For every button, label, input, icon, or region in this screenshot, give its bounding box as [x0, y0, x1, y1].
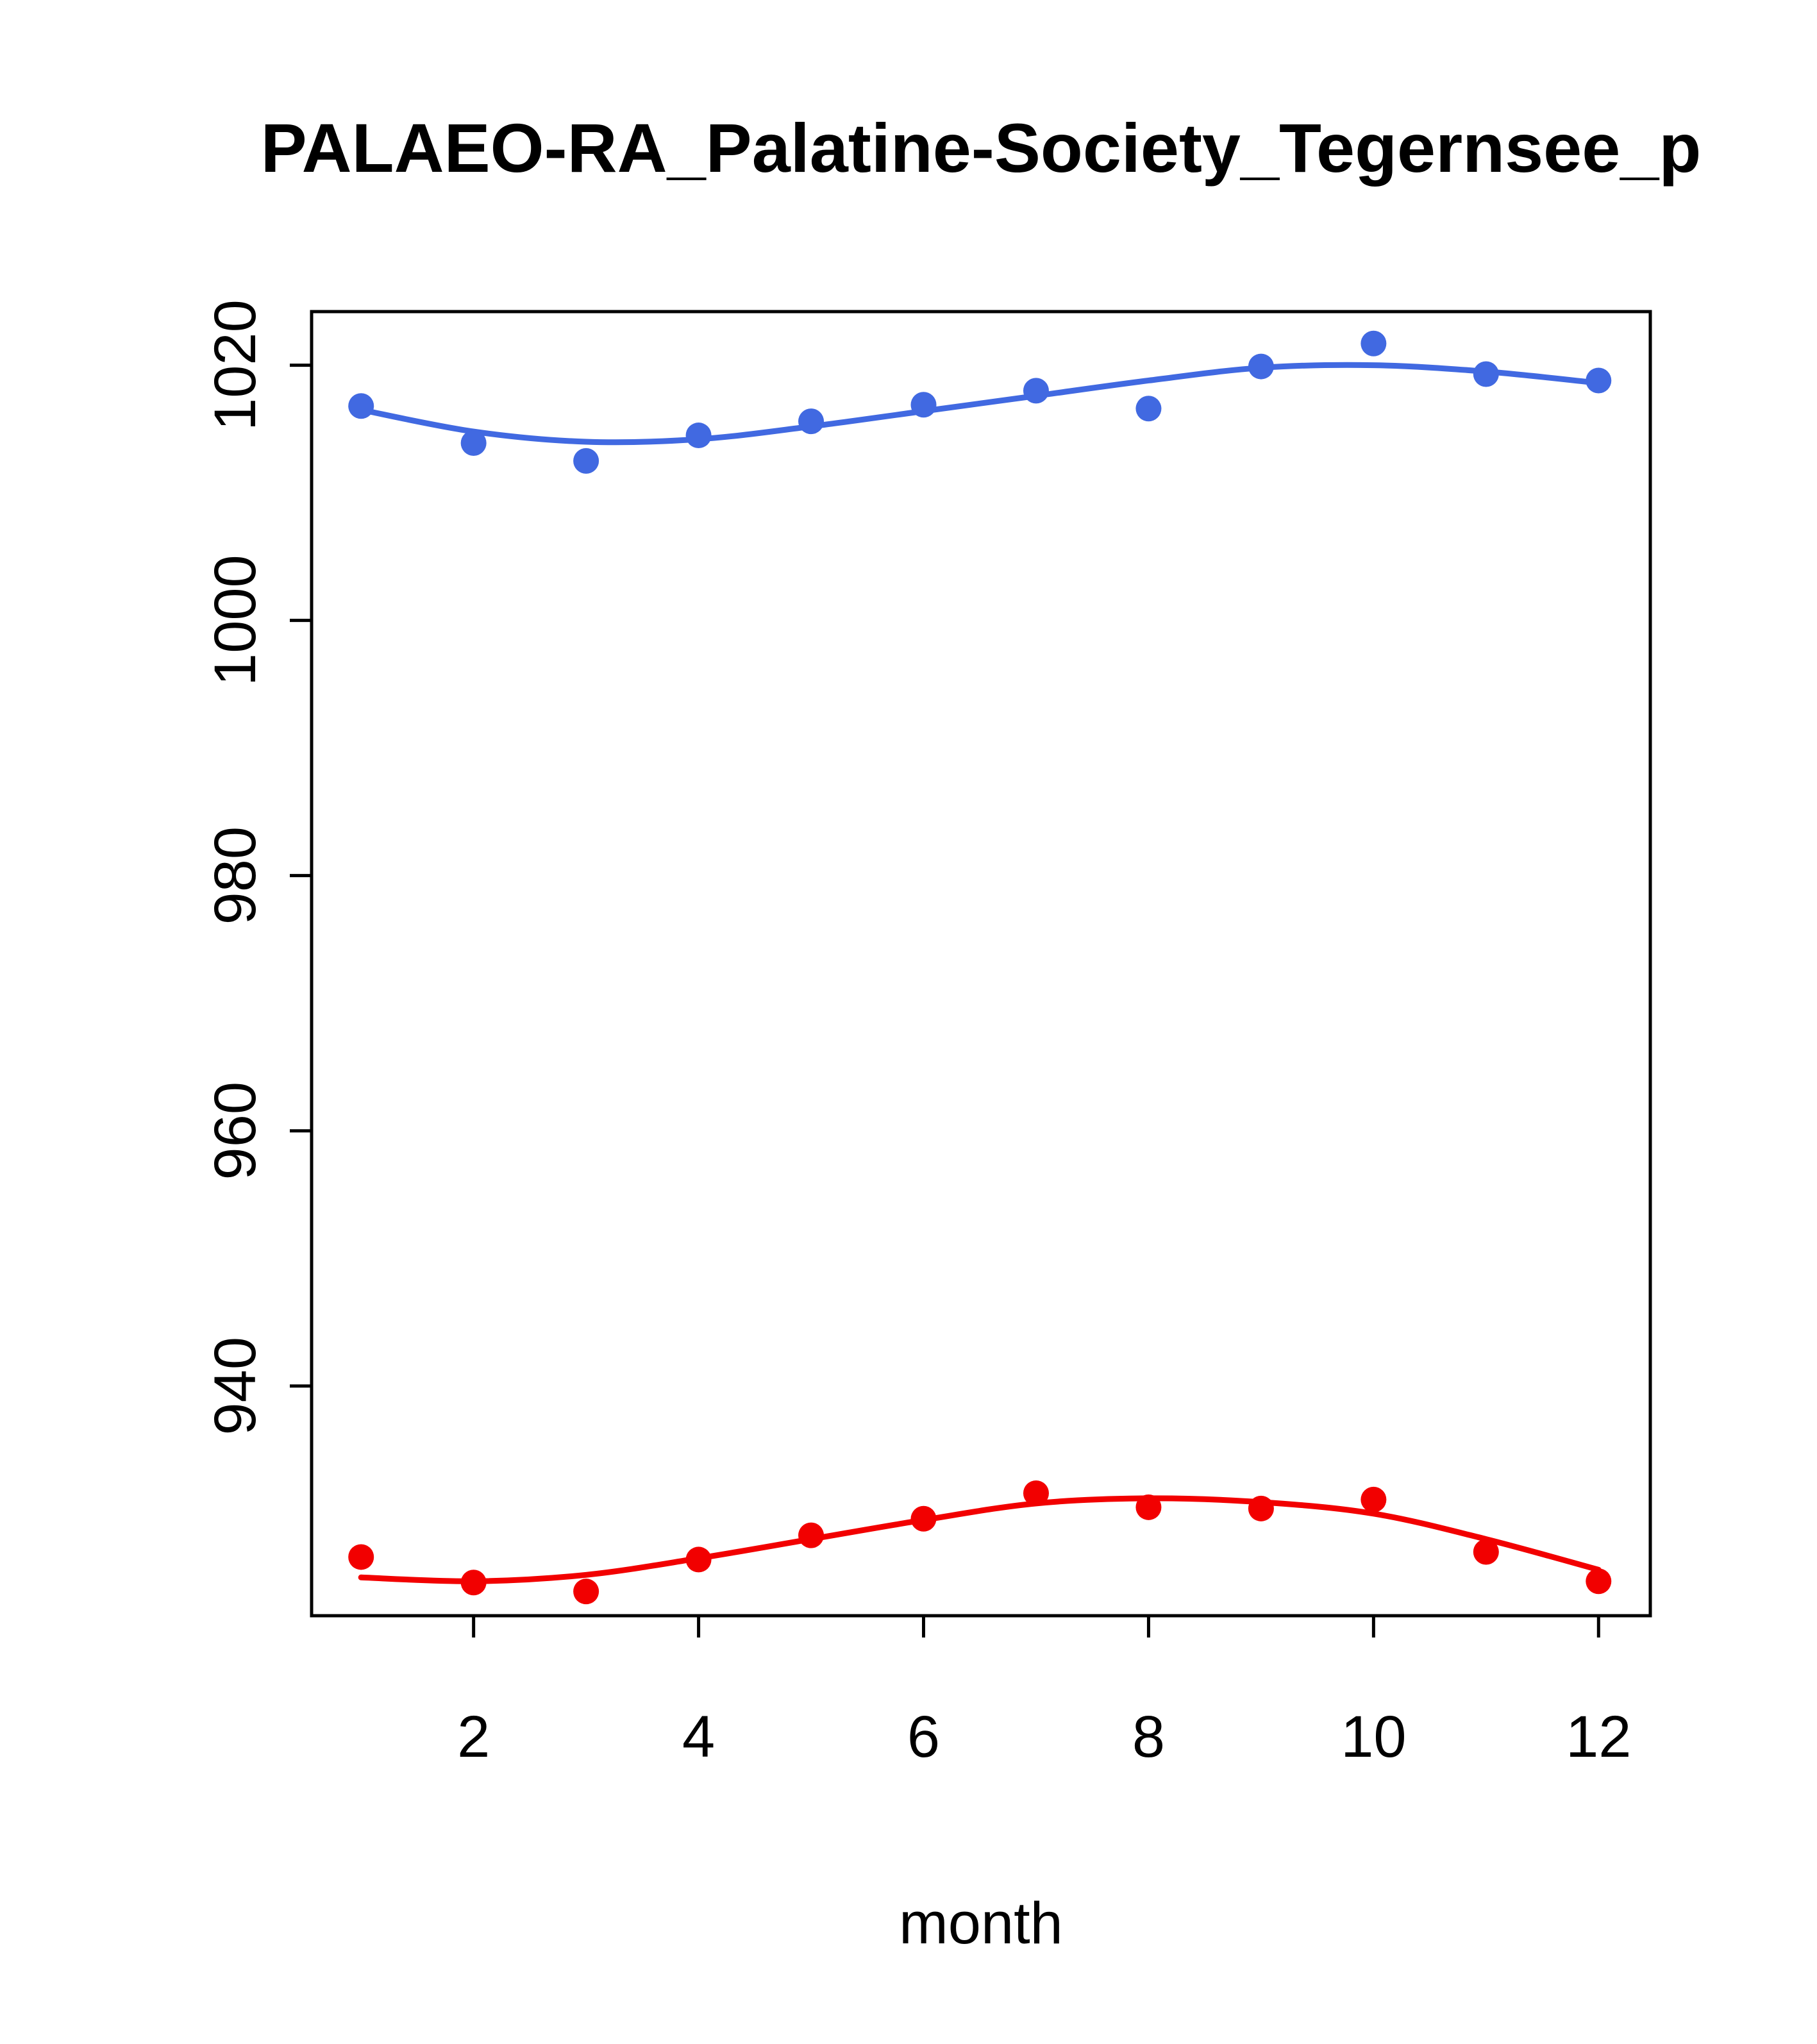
chart-title: PALAEO-RA_Palatine-Society_Tegernsee_p	[260, 109, 1702, 187]
lower-red-series-point	[1473, 1539, 1499, 1565]
x-tick-label: 10	[1341, 1704, 1406, 1770]
x-tick-label: 12	[1566, 1704, 1631, 1770]
upper-blue-series-point	[1248, 353, 1274, 380]
lower-red-series-point	[1248, 1495, 1274, 1521]
lower-red-series-point	[685, 1546, 712, 1573]
upper-blue-series-point	[460, 430, 487, 456]
lower-red-series-trend-line	[358, 1495, 1602, 1584]
lower-red-series-point	[573, 1579, 599, 1605]
upper-blue-series-trend-line	[358, 362, 1602, 446]
upper-blue-series-point	[1473, 361, 1499, 387]
lower-red-series-point	[1586, 1568, 1612, 1595]
upper-blue-series-point	[573, 448, 599, 474]
upper-blue-series-point	[1361, 330, 1387, 356]
lower-red-series-point	[1361, 1486, 1387, 1512]
lower-red-series-point	[348, 1544, 374, 1570]
y-tick-label: 980	[203, 826, 268, 925]
upper-blue-series-point	[798, 408, 825, 435]
x-tick-label: 4	[682, 1704, 715, 1770]
lower-red-series-point	[1023, 1480, 1049, 1506]
y-tick-label: 1000	[203, 555, 268, 686]
plot-box	[310, 310, 1652, 1618]
upper-blue-series-point	[910, 392, 937, 418]
upper-blue-series-point	[1135, 396, 1162, 422]
x-tick-label: 8	[1132, 1704, 1165, 1770]
lower-red-series-point	[1135, 1494, 1162, 1520]
x-tick-label: 6	[907, 1704, 940, 1770]
y-tick-label: 960	[203, 1082, 268, 1180]
upper-blue-series-point	[685, 423, 712, 449]
lower-red-series-point	[460, 1570, 487, 1596]
x-tick-label: 2	[457, 1704, 490, 1770]
x-axis-label: month	[899, 1891, 1063, 1956]
upper-blue-series-point	[1023, 378, 1049, 404]
y-tick-label: 1020	[203, 299, 268, 431]
upper-blue-series-point	[348, 393, 374, 419]
lower-red-series-point	[910, 1505, 937, 1532]
upper-blue-series-point	[1586, 367, 1612, 394]
lower-red-series-point	[798, 1522, 825, 1548]
y-tick-label: 940	[203, 1337, 268, 1436]
